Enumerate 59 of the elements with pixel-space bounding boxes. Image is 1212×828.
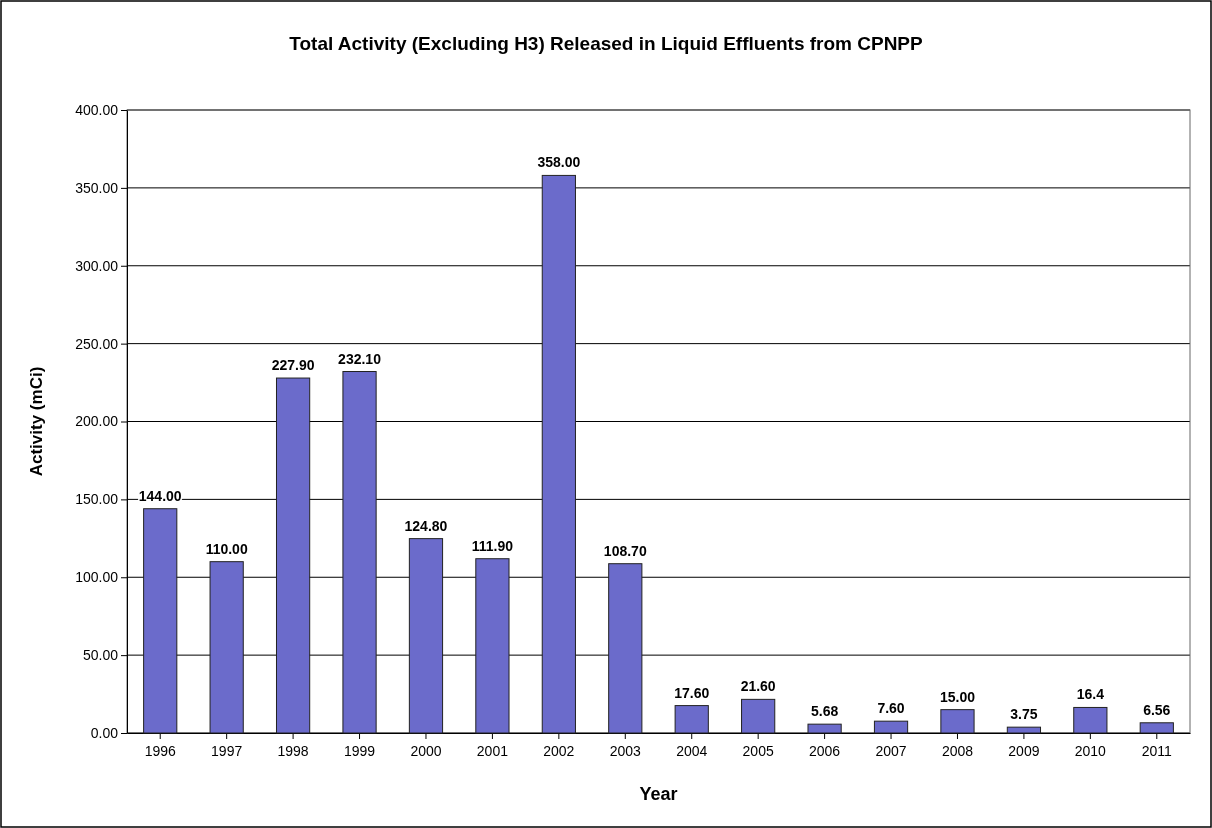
y-tick-label: 200.00: [75, 413, 119, 430]
bar: [541, 174, 576, 734]
bar: [1006, 726, 1042, 734]
y-tick-label: 50.00: [82, 647, 119, 664]
x-tick-label: 1998: [277, 743, 309, 759]
bar: [275, 377, 311, 734]
y-tick-label: 0.00: [90, 724, 119, 741]
data-label: 108.70: [603, 542, 647, 559]
x-axis-title: Year: [639, 784, 678, 804]
x-tick-label: 2007: [875, 743, 907, 759]
bar: [475, 558, 510, 734]
bar: [1073, 706, 1108, 734]
chart-title: Total Activity (Excluding H3) Released in Liquid Effluents from CPNPP: [289, 33, 924, 54]
data-label: 124.80: [404, 517, 448, 534]
bar: [143, 508, 178, 734]
data-label: 3.75: [1010, 706, 1038, 723]
y-axis-title: Activity (mCi): [27, 366, 46, 477]
data-label: 232.10: [338, 350, 382, 367]
x-tick-label: 2003: [609, 743, 642, 759]
x-tick-label: 2002: [543, 743, 575, 759]
y-tick-label: 300.00: [75, 257, 119, 274]
x-tick-label: 1999: [343, 743, 376, 759]
data-label: 6.56: [1143, 701, 1171, 718]
x-tick-label: 2011: [1141, 743, 1173, 759]
data-label: 227.90: [271, 357, 315, 374]
bar: [342, 371, 377, 734]
data-label: 16.4: [1076, 686, 1105, 703]
data-label: 358.00: [537, 154, 581, 171]
x-tick-label: 1997: [211, 743, 243, 759]
bar: [674, 705, 709, 734]
x-tick-label: 2008: [941, 743, 974, 759]
data-label: 15.00: [939, 688, 976, 705]
data-label: 17.60: [674, 684, 710, 701]
data-label: 21.60: [740, 678, 776, 695]
bar: [873, 720, 909, 734]
x-tick-label: 2000: [410, 743, 442, 759]
bar: [807, 723, 842, 734]
bar: [209, 561, 244, 734]
bar: [1139, 722, 1174, 734]
y-tick-label: 250.00: [75, 335, 119, 352]
bar: [940, 709, 975, 734]
x-tick-label: 2010: [1074, 743, 1107, 759]
x-tick-label: 1996: [144, 743, 176, 759]
bar: [408, 538, 444, 734]
data-label: 5.68: [810, 703, 839, 720]
x-tick-label: 2001: [476, 743, 509, 759]
bar: [741, 698, 776, 734]
y-tick-label: 350.00: [75, 179, 119, 196]
data-label: 7.60: [877, 700, 905, 717]
y-tick-label: 150.00: [75, 491, 119, 508]
data-label: 110.00: [205, 540, 248, 557]
y-tick-label: 400.00: [75, 101, 119, 118]
x-tick-label: 2009: [1008, 743, 1040, 759]
x-tick-label: 2006: [809, 743, 841, 759]
data-label: 111.90: [471, 537, 514, 554]
x-tick-label: 2005: [742, 743, 774, 759]
bar: [608, 563, 643, 734]
y-tick-label: 100.00: [75, 569, 119, 586]
x-tick-label: 2004: [676, 743, 708, 759]
